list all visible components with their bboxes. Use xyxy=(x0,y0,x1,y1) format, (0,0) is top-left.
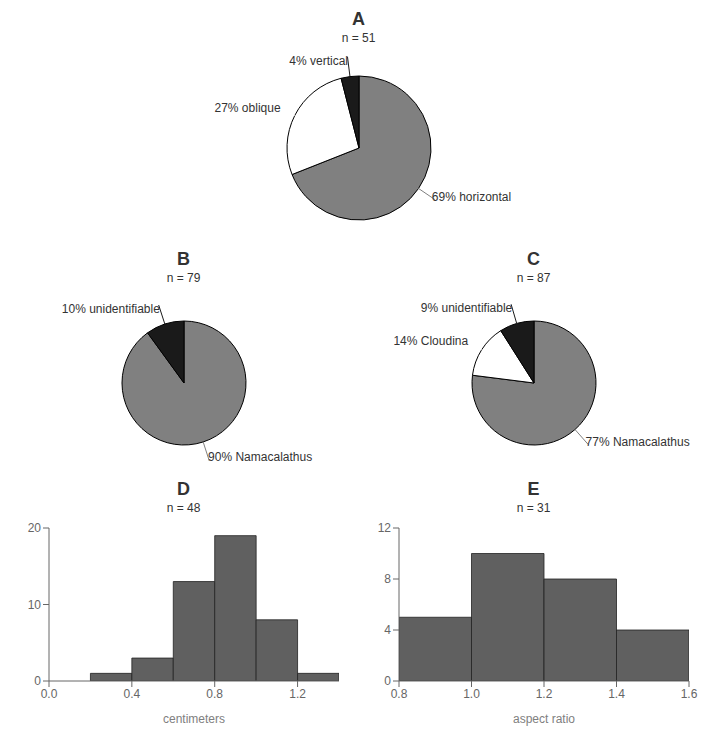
svg-text:1.2: 1.2 xyxy=(289,687,306,701)
html-text:n = 31: n = 31 xyxy=(516,501,551,515)
svg-text:1.2: 1.2 xyxy=(535,687,552,701)
svg-text:9% unidentifiable: 9% unidentifiable xyxy=(420,301,512,315)
html-text:n = 48: n = 48 xyxy=(166,501,201,515)
html-text:n = 51: n = 51 xyxy=(341,31,376,45)
svg-text:aspect ratio: aspect ratio xyxy=(512,712,574,726)
html-text:D: D xyxy=(177,479,190,499)
svg-text:8: 8 xyxy=(384,572,391,586)
svg-text:90% Namacalathus: 90% Namacalathus xyxy=(208,450,312,464)
svg-text:4% vertical: 4% vertical xyxy=(289,54,348,68)
html-text:B: B xyxy=(177,249,190,269)
svg-text:77% Namacalathus: 77% Namacalathus xyxy=(585,435,689,449)
svg-text:4: 4 xyxy=(384,623,391,637)
svg-text:0.8: 0.8 xyxy=(206,687,223,701)
svg-text:1.4: 1.4 xyxy=(608,687,625,701)
svg-text:1.0: 1.0 xyxy=(463,687,480,701)
html-text:n = 79: n = 79 xyxy=(166,271,201,285)
html-text:n = 87: n = 87 xyxy=(516,271,551,285)
svg-text:14% Cloudina: 14% Cloudina xyxy=(393,334,468,348)
html-text:E: E xyxy=(527,479,540,499)
svg-text:0: 0 xyxy=(384,674,391,688)
svg-text:0: 0 xyxy=(34,674,41,688)
svg-text:1.6: 1.6 xyxy=(680,687,697,701)
svg-text:0.4: 0.4 xyxy=(123,687,140,701)
svg-text:0.8: 0.8 xyxy=(390,687,407,701)
svg-text:69% horizontal: 69% horizontal xyxy=(431,190,510,204)
svg-text:10: 10 xyxy=(27,598,41,612)
html-text:C: C xyxy=(527,249,540,269)
svg-text:10% unidentifiable: 10% unidentifiable xyxy=(61,302,159,316)
svg-text:centimeters: centimeters xyxy=(162,712,224,726)
svg-text:0.0: 0.0 xyxy=(40,687,57,701)
svg-text:12: 12 xyxy=(377,521,391,535)
svg-text:27% oblique: 27% oblique xyxy=(214,101,280,115)
html-text:A: A xyxy=(352,9,365,29)
svg-text:20: 20 xyxy=(27,521,41,535)
